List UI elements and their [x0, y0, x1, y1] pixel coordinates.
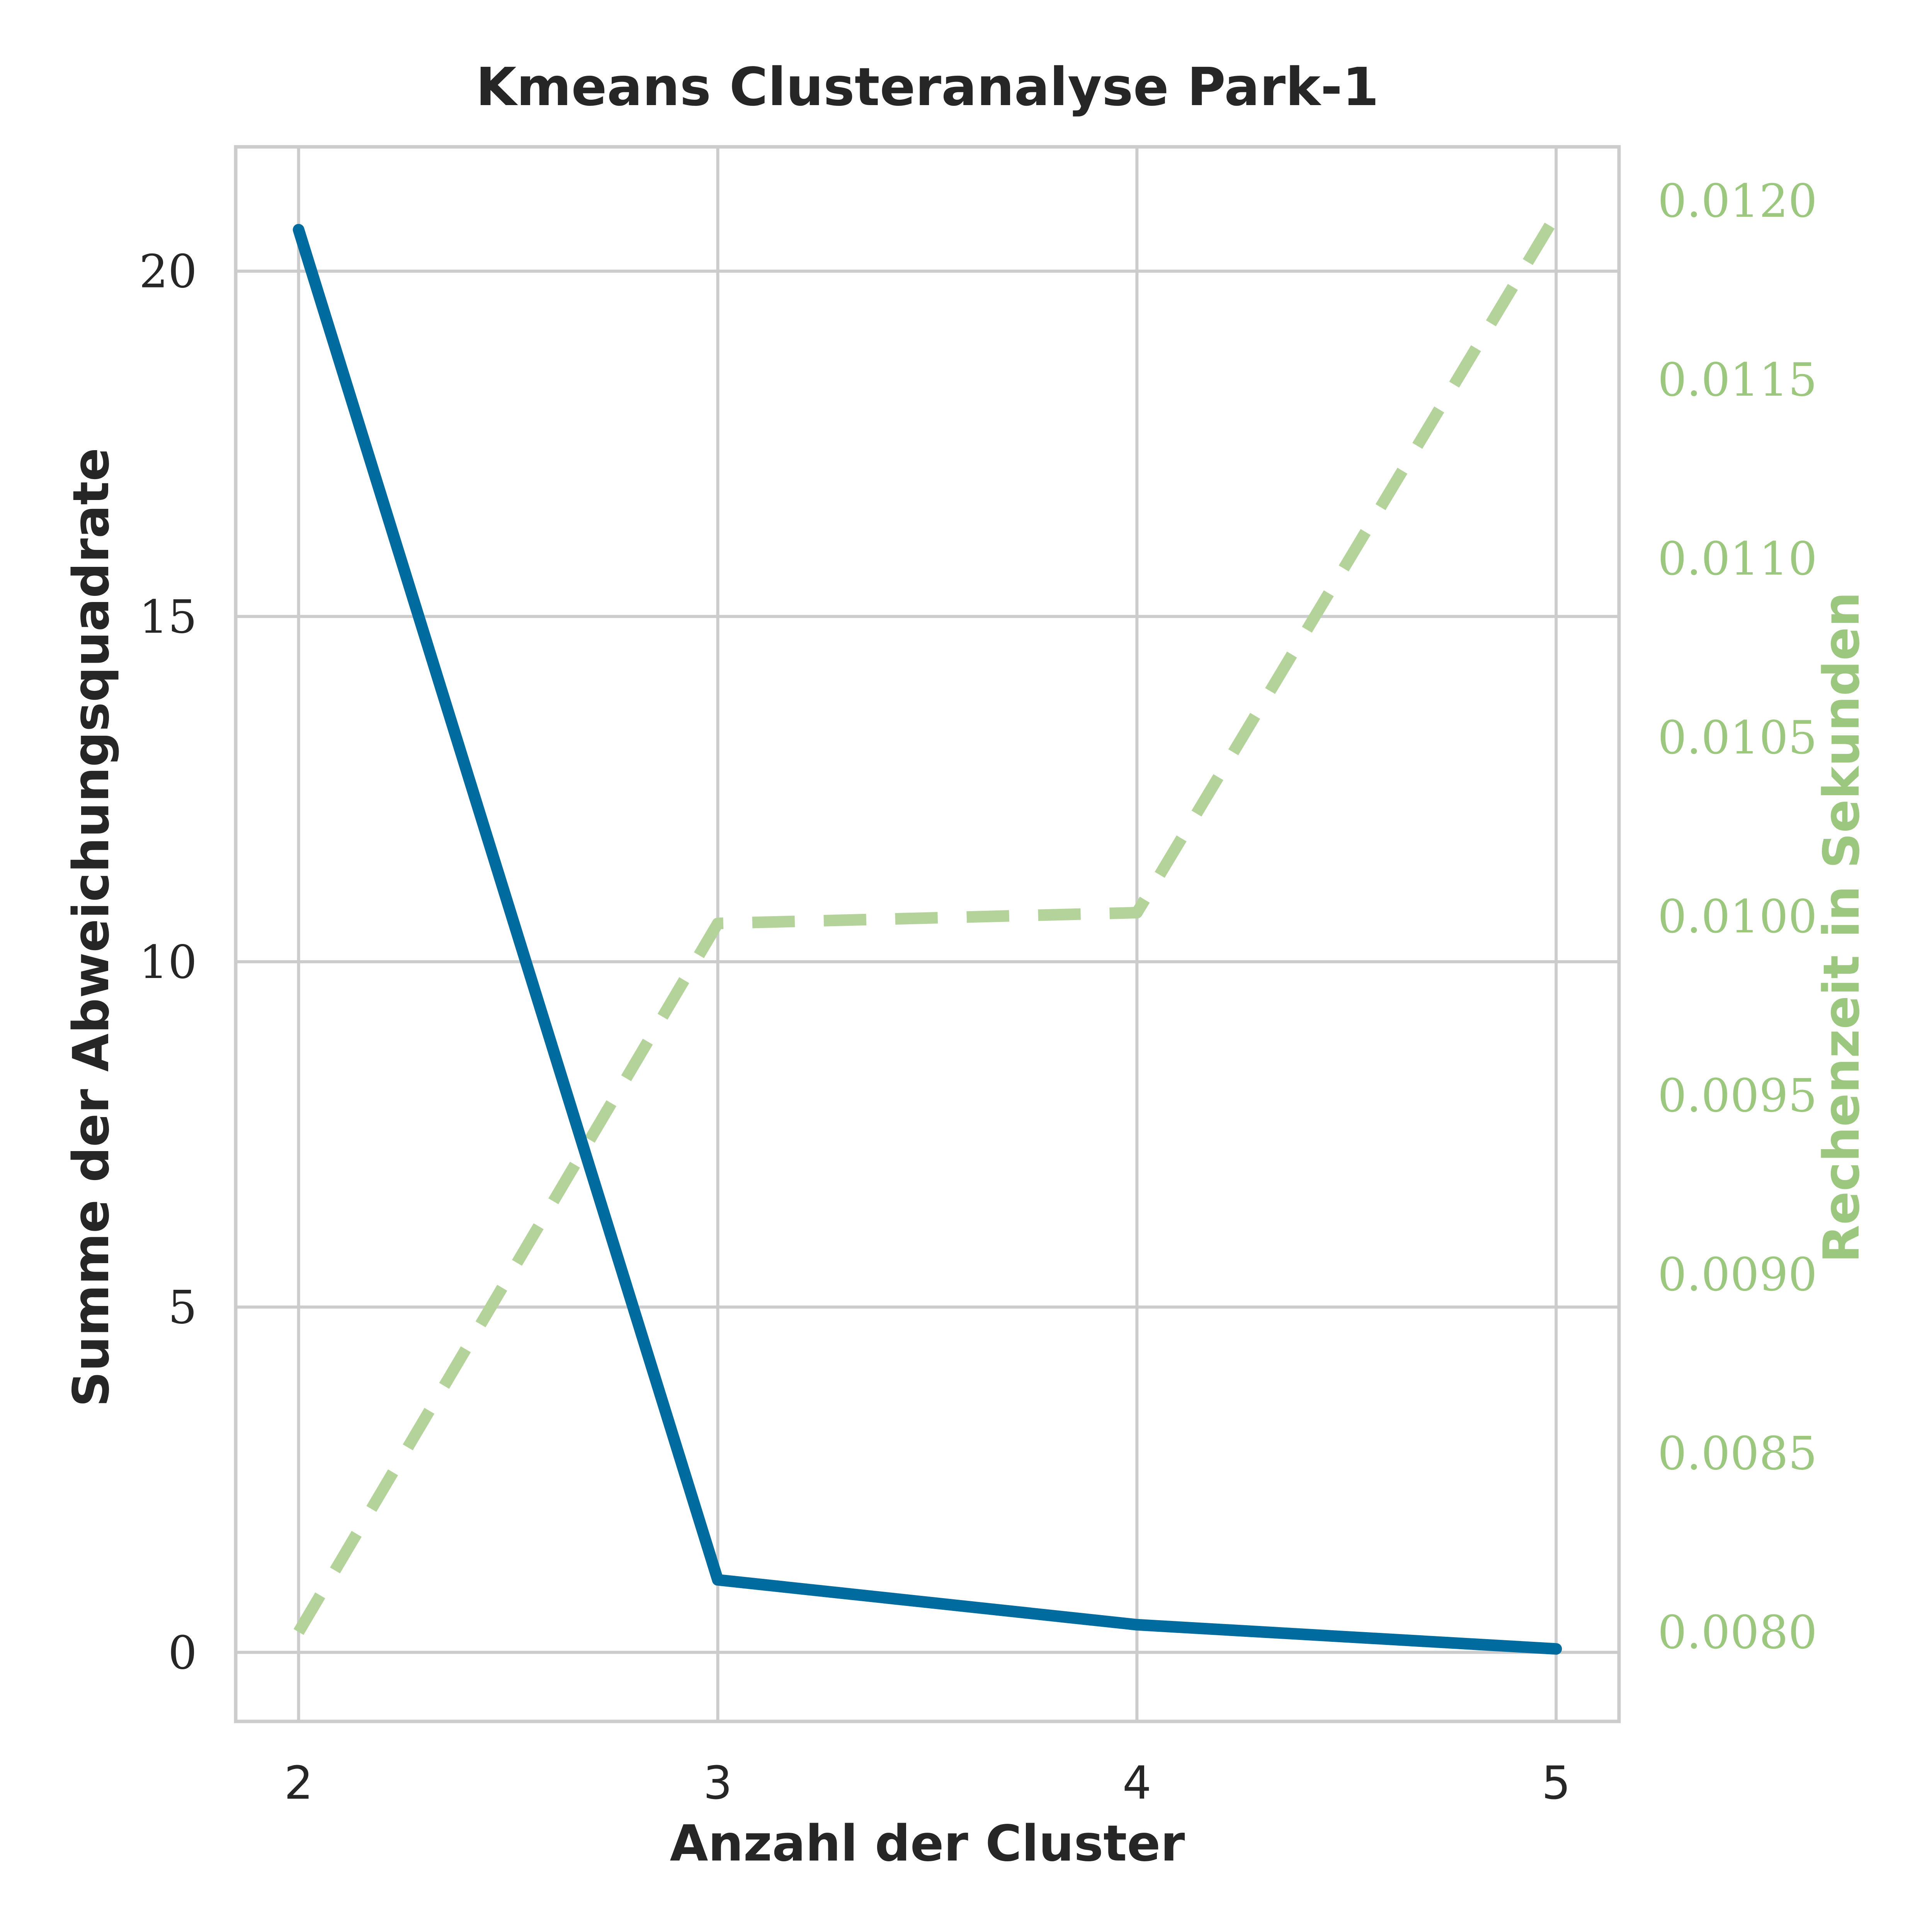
- series-line-left: [293, 224, 1562, 1655]
- series-right-point: [1136, 912, 1137, 913]
- y-tick-label: 0: [168, 1626, 197, 1679]
- y2-tick-label: 0.0090: [1658, 1248, 1817, 1301]
- y2-tick-label: 0.0085: [1658, 1427, 1817, 1480]
- plot-frame: [234, 145, 1621, 1723]
- x-tick-label: 4: [1122, 1756, 1151, 1810]
- y-axis-label: Summe der Abweichungsquadrate: [63, 448, 120, 1407]
- y2-tick-label: 0.0120: [1658, 174, 1817, 228]
- y2-tick-label: 0.0095: [1658, 1069, 1817, 1122]
- y-tick-label: 20: [139, 245, 197, 298]
- x-tick-label: 2: [284, 1756, 313, 1810]
- y2-tick-label: 0.0080: [1658, 1605, 1817, 1659]
- y-tick-label: 10: [139, 935, 197, 989]
- y-tick-label: 5: [168, 1281, 197, 1334]
- y2-tick-label: 0.0110: [1658, 532, 1817, 585]
- y-tick-label: 15: [139, 590, 197, 643]
- series-right-point: [298, 1631, 299, 1632]
- y2-tick-label: 0.0100: [1658, 890, 1817, 943]
- series-line-right: [293, 212, 1561, 1635]
- y2-axis-label: Rechenzeit in Sekunden: [1813, 592, 1871, 1263]
- x-tick-label: 3: [703, 1756, 732, 1810]
- y2-tick-label: 0.0105: [1658, 711, 1817, 764]
- chart-title: Kmeans Clusteranalyse Park-1: [476, 57, 1379, 118]
- x-axis-label: Anzahl der Cluster: [670, 1815, 1185, 1872]
- x-tick-label: 5: [1542, 1756, 1571, 1810]
- y2-tick-label: 0.0115: [1658, 353, 1817, 406]
